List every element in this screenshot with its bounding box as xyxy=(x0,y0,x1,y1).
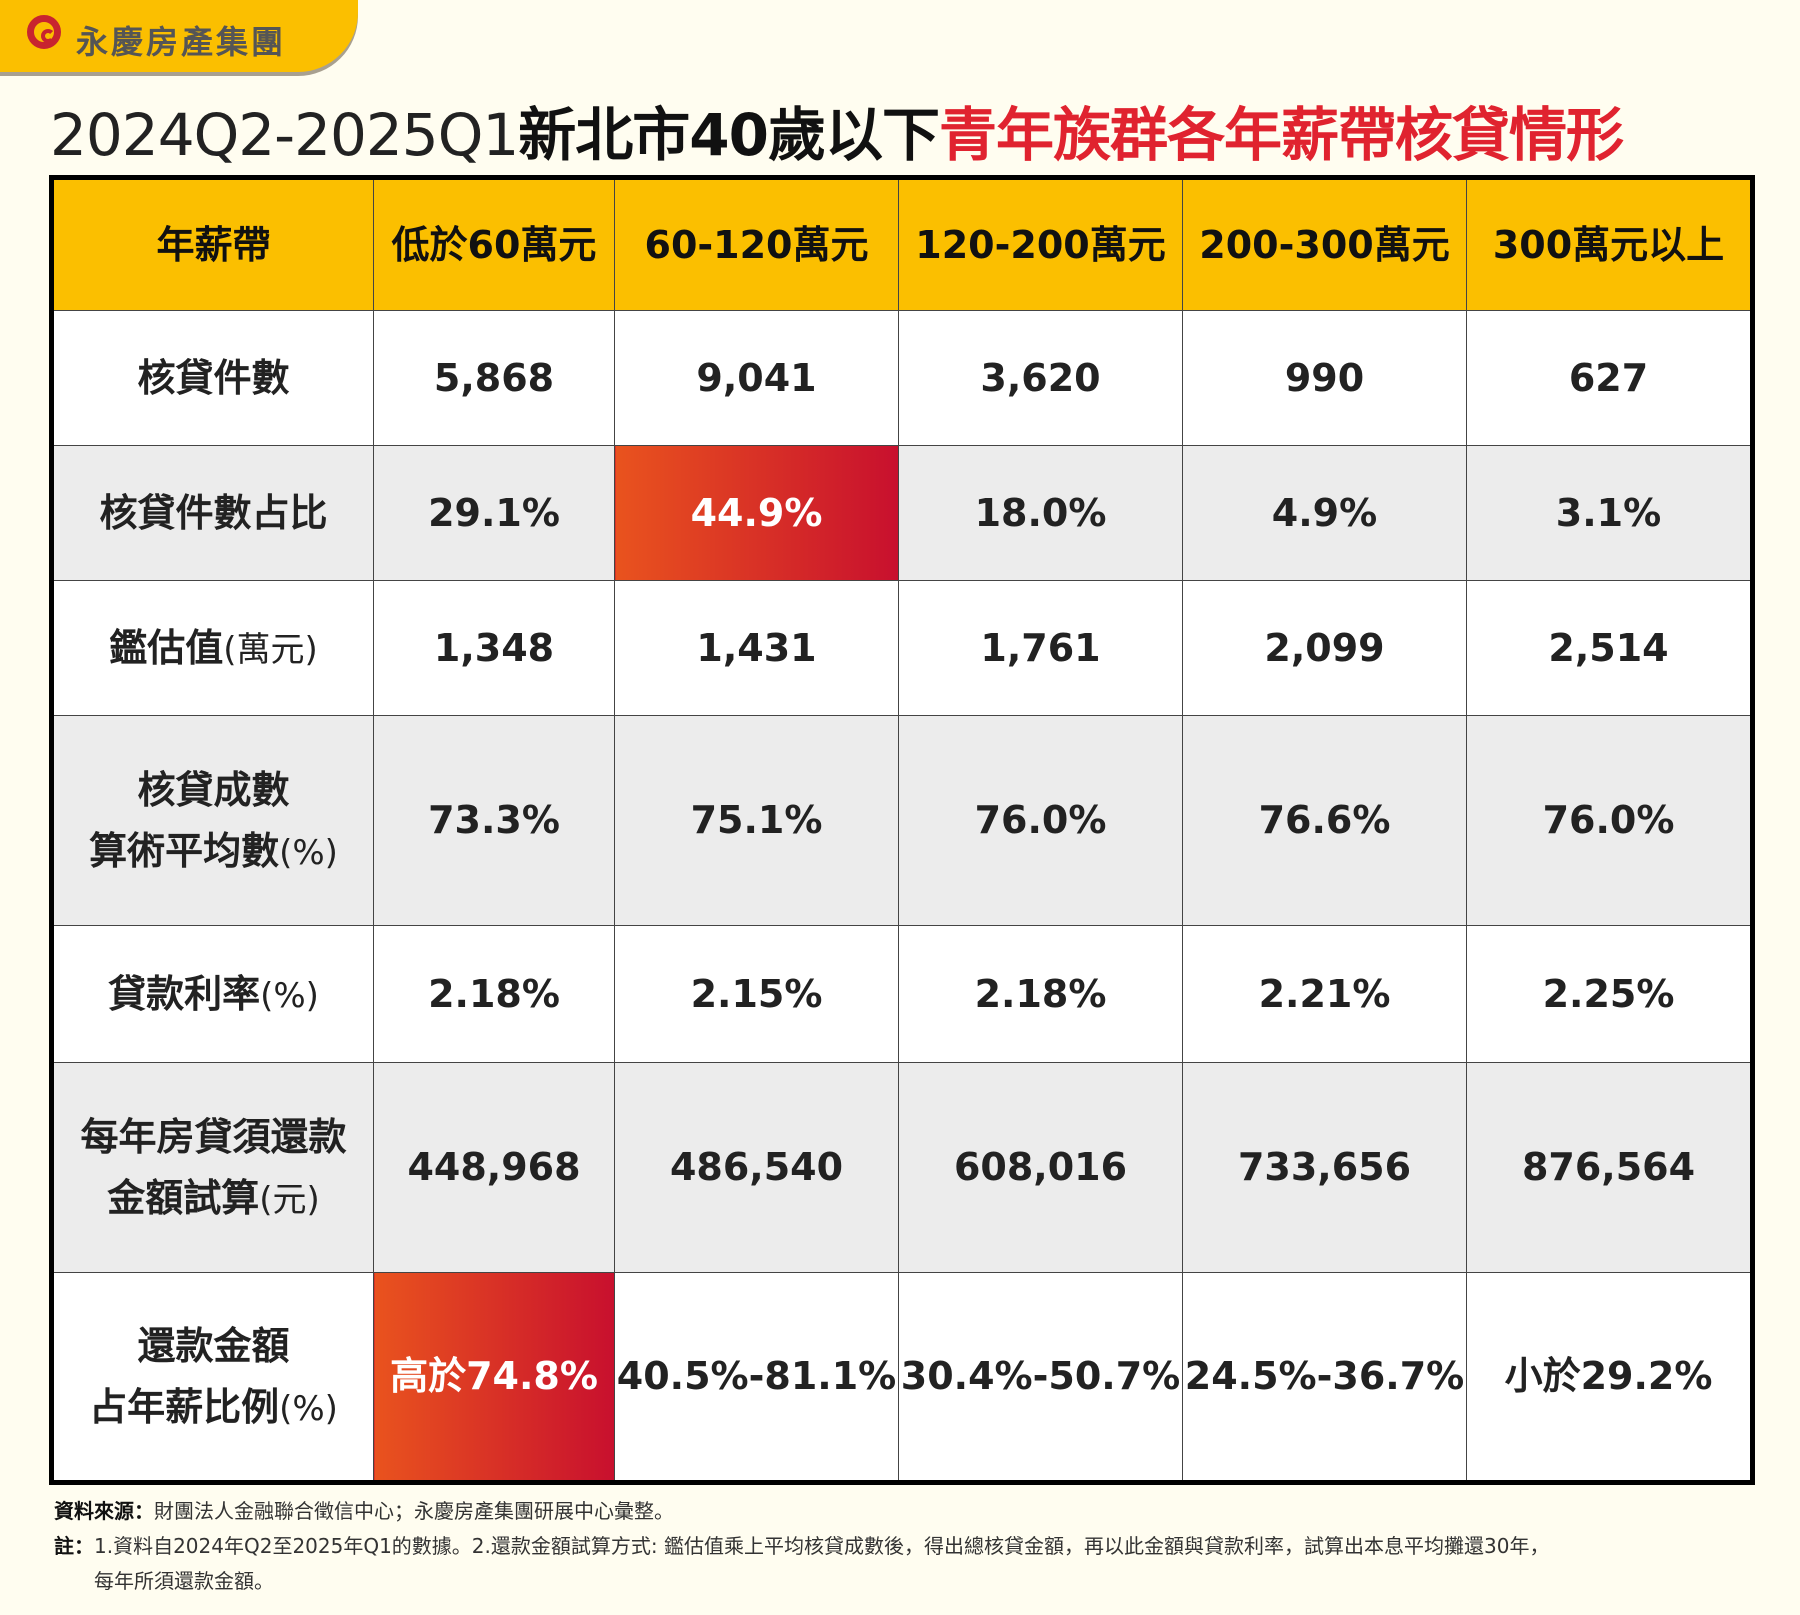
logo-text: 永慶房產集團 xyxy=(76,23,287,61)
row-label-text: 核貸成數 xyxy=(137,767,290,812)
title-period: 2024Q2-2025Q1 xyxy=(50,101,519,169)
table-cell: 2.18% xyxy=(898,925,1183,1063)
logo-icon xyxy=(27,15,61,49)
table-cell: 18.0% xyxy=(898,445,1183,581)
source-line: 資料來源：財團法人金融聯合徵信中心；永慶房產集團研展中心彙整。 xyxy=(54,1494,1549,1529)
table-cell: 1,348 xyxy=(373,580,615,716)
table-row: 鑑估值(萬元) 1,348 1,431 1,761 2,099 2,514 xyxy=(51,580,1753,716)
row-label-text: 核貸件數占比 xyxy=(99,490,328,535)
table-cell: 2.25% xyxy=(1466,925,1753,1063)
row-label-text: 貸款利率 xyxy=(108,971,261,1016)
note-text: 1.資料自2024年Q2至2025年Q1的數據。2.還款金額試算方式: 鑑估值乘… xyxy=(94,1534,1550,1558)
note-line: 註：1.資料自2024年Q2至2025年Q1的數據。2.還款金額試算方式: 鑑估… xyxy=(54,1529,1549,1564)
table-cell: 990 xyxy=(1182,310,1467,446)
table-cell: 4.9% xyxy=(1182,445,1467,581)
table-cell: 5,868 xyxy=(373,310,615,446)
row-label-text: 核貸件數 xyxy=(137,355,290,400)
row-label: 每年房貸須還款金額試算(元) xyxy=(51,1062,374,1273)
table-row: 每年房貸須還款 金額試算(元) 448,968 486,540 608,016 733,6… xyxy=(51,1062,1753,1273)
row-label: 核貸件數占比 xyxy=(51,445,374,581)
table-cell: 76.6% xyxy=(1182,715,1467,926)
table-cell: 1,761 xyxy=(898,580,1183,716)
row-label-text-2: 占年薪比例 xyxy=(89,1384,280,1429)
row-unit: (萬元) xyxy=(223,629,318,670)
row-label-text: 每年房貸須還款 xyxy=(80,1114,347,1159)
row-label-text-2: 金額試算 xyxy=(107,1175,260,1220)
table-cell: 733,656 xyxy=(1182,1062,1467,1273)
note-line-2: 每年所須還款金額。 xyxy=(94,1569,274,1593)
row-label: 還款金額占年薪比例(%) xyxy=(51,1272,374,1483)
table-cell: 2,099 xyxy=(1182,580,1467,716)
table-cell: 9,041 xyxy=(614,310,899,446)
row-label-text: 鑑估值 xyxy=(109,625,224,670)
table-cell: 1,431 xyxy=(614,580,899,716)
table-row: 還款金額 占年薪比例(%) 高於74.8% 40.5%-81.1% 30.4%-50.7… xyxy=(51,1272,1753,1483)
table-row: 貸款利率(%) 2.18% 2.15% 2.18% 2.21% 2.25% xyxy=(51,925,1753,1063)
table-row: 核貸成數 算術平均數(%) 73.3% 75.1% 76.0% 76.6% 76.0% xyxy=(51,715,1753,926)
page-title: 2024Q2-2025Q1新北市40歲以下青年族群各年薪帶核貸情形 xyxy=(50,88,1624,172)
table-cell: 448,968 xyxy=(373,1062,615,1273)
header-cell: 年薪帶 xyxy=(51,177,374,311)
table-cell: 608,016 xyxy=(898,1062,1183,1273)
row-unit: (元) xyxy=(259,1179,320,1220)
logo-banner: 永慶房產集團 xyxy=(0,0,358,72)
loan-table: 年薪帶 低於60萬元 60-120萬元 120-200萬元 200-300萬元 … xyxy=(49,175,1755,1485)
row-label: 核貸成數算術平均數(%) xyxy=(51,715,374,926)
table-cell: 小於29.2% xyxy=(1466,1272,1753,1483)
header-row: 年薪帶 低於60萬元 60-120萬元 120-200萬元 200-300萬元 … xyxy=(51,177,1753,311)
row-unit: (%) xyxy=(279,832,338,873)
row-label: 鑑估值(萬元) xyxy=(51,580,374,716)
table-cell: 3,620 xyxy=(898,310,1183,446)
note-label: 註： xyxy=(54,1534,94,1558)
footer-notes: 資料來源：財團法人金融聯合徵信中心；永慶房產集團研展中心彙整。 註：1.資料自2… xyxy=(54,1494,1549,1599)
table-cell: 24.5%-36.7% xyxy=(1182,1272,1467,1483)
table-cell: 30.4%-50.7% xyxy=(898,1272,1183,1483)
table-cell: 3.1% xyxy=(1466,445,1753,581)
header-cell: 300萬元以上 xyxy=(1466,177,1753,311)
table-row: 核貸件數 5,868 9,041 3,620 990 627 xyxy=(51,310,1753,446)
row-label-text-2: 算術平均數 xyxy=(89,828,280,873)
table-cell: 627 xyxy=(1466,310,1753,446)
row-unit: (%) xyxy=(279,1388,338,1429)
table-cell: 2.21% xyxy=(1182,925,1467,1063)
table-cell: 876,564 xyxy=(1466,1062,1753,1273)
table-cell: 29.1% xyxy=(373,445,615,581)
table-cell: 76.0% xyxy=(898,715,1183,926)
table-cell: 2.15% xyxy=(614,925,899,1063)
table-cell: 高於74.8% xyxy=(373,1272,615,1483)
header-cell: 60-120萬元 xyxy=(614,177,899,311)
header-cell: 200-300萬元 xyxy=(1182,177,1467,311)
table-cell: 2,514 xyxy=(1466,580,1753,716)
table-row: 核貸件數占比 29.1% 44.9% 18.0% 4.9% 3.1% xyxy=(51,445,1753,581)
table-cell: 486,540 xyxy=(614,1062,899,1273)
header-cell: 低於60萬元 xyxy=(373,177,615,311)
row-label: 貸款利率(%) xyxy=(51,925,374,1063)
row-unit: (%) xyxy=(260,975,319,1016)
table-cell: 75.1% xyxy=(614,715,899,926)
row-label: 核貸件數 xyxy=(51,310,374,446)
row-label-text: 還款金額 xyxy=(137,1323,290,1368)
table-cell: 2.18% xyxy=(373,925,615,1063)
title-topic: 青年族群各年薪帶核貸情形 xyxy=(938,101,1624,169)
table-cell: 76.0% xyxy=(1466,715,1753,926)
table-cell: 44.9% xyxy=(614,445,899,581)
table-cell: 40.5%-81.1% xyxy=(614,1272,899,1483)
table-cell: 73.3% xyxy=(373,715,615,926)
title-region: 新北市40歲以下 xyxy=(518,101,940,169)
source-label: 資料來源： xyxy=(54,1499,154,1523)
source-text: 財團法人金融聯合徵信中心；永慶房產集團研展中心彙整。 xyxy=(154,1499,674,1523)
header-cell: 120-200萬元 xyxy=(898,177,1183,311)
